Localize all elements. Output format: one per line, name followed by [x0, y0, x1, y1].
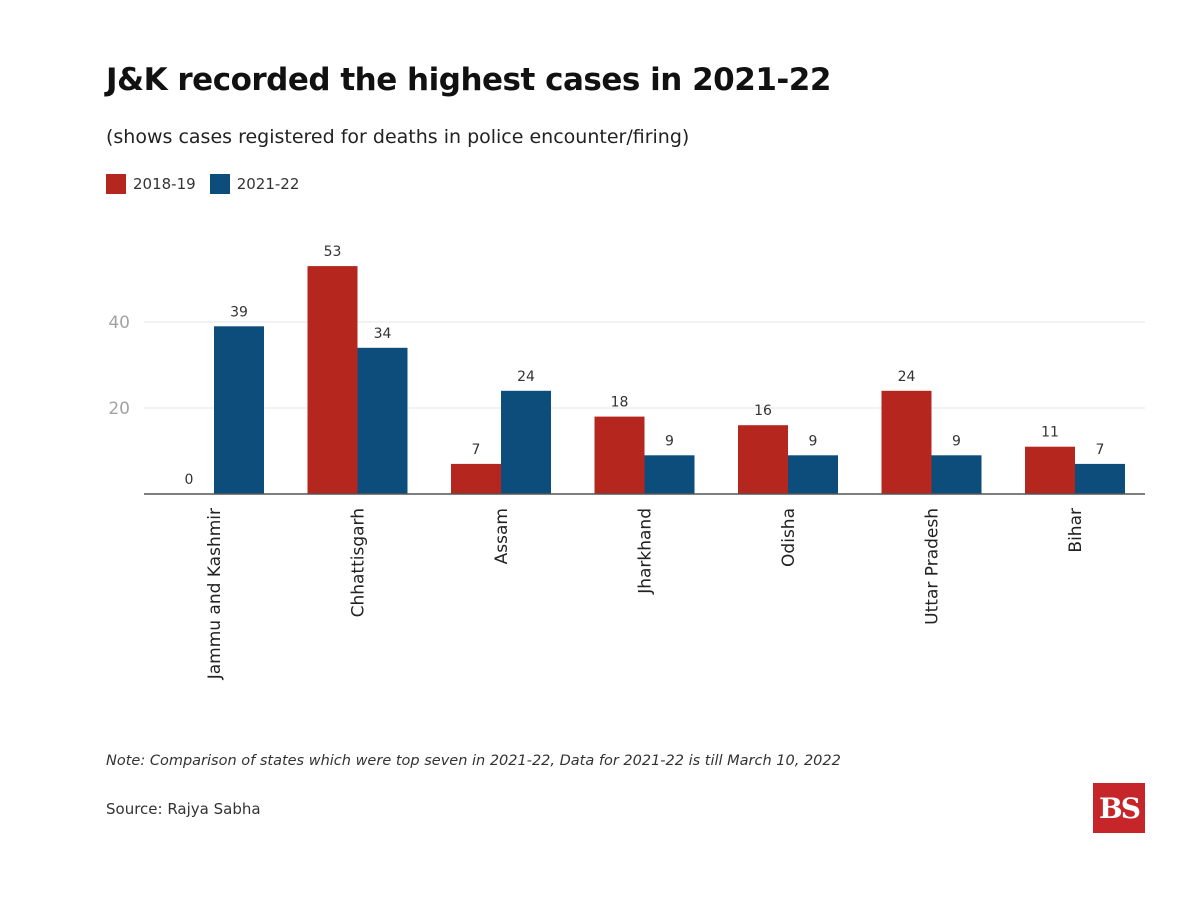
y-tick-label-20: 20 [108, 399, 130, 419]
bar-chhattisgarh-2021-22 [357, 347, 408, 494]
bar-jammu-and-kashmir-2021-22 [214, 326, 264, 494]
bar-jharkhand-2018-19 [594, 416, 645, 494]
bar-chhattisgarh-2018-19 [307, 266, 358, 494]
bar-bihar-2018-19 [1025, 446, 1075, 494]
chart-title: J&K recorded the highest cases in 2021-2… [106, 62, 831, 98]
legend-item-2018-19: 2018-19 [106, 174, 196, 194]
value-label-bihar-2021-22: 7 [1096, 442, 1105, 458]
y-tick-label-40: 40 [108, 313, 130, 333]
bar-odisha-2021-22 [788, 455, 838, 494]
x-tick-label-chhattisgarh: Chhattisgarh [349, 508, 369, 617]
legend-swatch-2018-19 [106, 174, 126, 194]
value-label-uttar-pradesh-2018-19: 24 [898, 369, 916, 385]
bs-logo: BS [1093, 783, 1145, 833]
bar-bihar-2021-22 [1075, 463, 1125, 494]
x-tick-label-uttar-pradesh: Uttar Pradesh [923, 508, 943, 625]
legend-label-2021-22: 2021-22 [236, 175, 300, 193]
chart-subtitle: (shows cases registered for deaths in po… [106, 126, 690, 148]
value-label-assam-2021-22: 24 [517, 369, 535, 385]
value-label-jharkhand-2018-19: 18 [611, 395, 629, 411]
value-label-assam-2018-19: 7 [472, 442, 481, 458]
x-tick-label-odisha: Odisha [779, 508, 799, 567]
legend-label-2018-19: 2018-19 [133, 175, 196, 193]
value-label-uttar-pradesh-2021-22: 9 [952, 433, 961, 449]
x-tick-label-bihar: Bihar [1066, 508, 1086, 553]
value-label-chhattisgarh-2018-19: 53 [324, 244, 342, 260]
chart-source: Source: Rajya Sabha [106, 800, 261, 818]
bar-odisha-2018-19 [738, 425, 788, 494]
bar-uttar-pradesh-2021-22 [931, 455, 982, 494]
value-label-jharkhand-2021-22: 9 [665, 433, 674, 449]
legend: 2018-19 2021-22 [106, 174, 313, 194]
x-tick-label-jammu-and-kashmir: Jammu and Kashmir [205, 508, 225, 680]
value-label-jammu-and-kashmir-2018-19: 0 [185, 472, 194, 488]
legend-item-2021-22: 2021-22 [209, 174, 300, 194]
value-label-chhattisgarh-2021-22: 34 [374, 326, 392, 342]
x-tick-label-jharkhand: Jharkhand [636, 508, 656, 595]
bar-assam-2018-19 [451, 463, 501, 494]
bar-jharkhand-2021-22 [644, 455, 695, 494]
value-label-odisha-2021-22: 9 [809, 433, 818, 449]
value-label-bihar-2018-19: 11 [1041, 425, 1059, 441]
bar-uttar-pradesh-2018-19 [881, 390, 932, 494]
value-label-jammu-and-kashmir-2021-22: 39 [230, 304, 248, 320]
chart-note: Note: Comparison of states which were to… [106, 753, 841, 769]
legend-swatch-2021-22 [209, 174, 230, 194]
bar-assam-2021-22 [501, 390, 551, 494]
value-label-odisha-2018-19: 16 [754, 403, 772, 419]
x-tick-label-assam: Assam [492, 508, 512, 564]
